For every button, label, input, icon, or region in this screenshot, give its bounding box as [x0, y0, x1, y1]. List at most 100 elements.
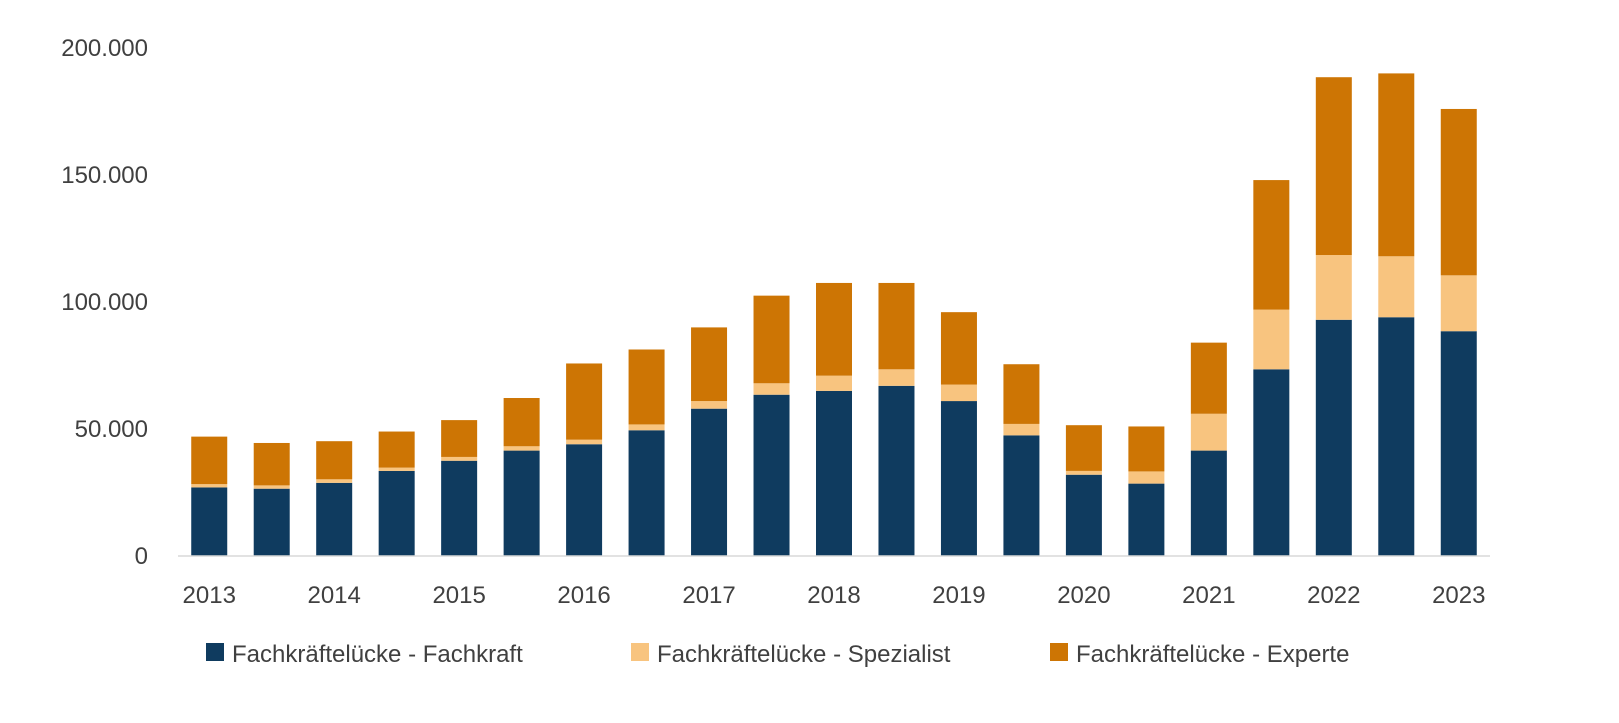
- bar-segment-spezialist: [628, 424, 665, 431]
- bar-segment-spezialist: [816, 375, 852, 391]
- bar-segment-experte: [628, 349, 665, 425]
- bar-segment-experte: [1065, 425, 1102, 471]
- bar-segment-fachkraft: [191, 487, 228, 556]
- bar-segment-experte: [878, 282, 915, 370]
- x-tick-label: 2013: [183, 582, 236, 609]
- y-tick-label: 150.000: [61, 162, 148, 189]
- bar-segment-fachkraft: [441, 460, 478, 556]
- bar-segment-fachkraft: [878, 385, 915, 556]
- bar-stack: [1003, 364, 1040, 556]
- bars: [191, 73, 1477, 556]
- bar-segment-fachkraft: [1128, 483, 1165, 556]
- legend-label-fachkraft: Fachkräftelücke - Fachkraft: [232, 641, 523, 668]
- bar-stack: [566, 363, 603, 556]
- y-tick-label: 50.000: [75, 416, 148, 443]
- bar-segment-experte: [691, 327, 728, 402]
- x-tick-label: 2015: [432, 582, 485, 609]
- bar-stack: [753, 295, 790, 556]
- bar-segment-spezialist: [378, 467, 415, 471]
- bar-segment-fachkraft: [940, 401, 977, 556]
- bar-segment-experte: [753, 295, 790, 384]
- y-tick-label: 200.000: [61, 35, 148, 62]
- bar-segment-fachkraft: [566, 444, 603, 556]
- bar-stack: [1065, 425, 1102, 556]
- bar-segment-experte: [503, 398, 540, 447]
- bar-segment-spezialist: [1003, 423, 1040, 436]
- legend-item-experte: Fachkräftelücke - Experte: [1050, 641, 1349, 668]
- bar-segment-experte: [1253, 180, 1290, 310]
- bar-segment-experte: [1378, 73, 1415, 257]
- x-axis-tick-labels: 2013 2014 2015 2016 2017 2018 2019 2020 2021 2022…: [183, 582, 1486, 609]
- bar-segment-spezialist: [878, 369, 915, 386]
- bar-segment-spezialist: [1253, 309, 1290, 370]
- bar-segment-experte: [566, 363, 603, 440]
- bar-segment-fachkraft: [816, 390, 852, 556]
- x-tick-label: 2020: [1057, 582, 1110, 609]
- bar-segment-experte: [816, 282, 852, 376]
- bar-segment-spezialist: [1128, 471, 1165, 484]
- bar-stack: [1128, 426, 1165, 556]
- legend: Fachkräftelücke - Fachkraft Fachkräftelü…: [206, 641, 1349, 668]
- bar-segment-spezialist: [191, 484, 228, 488]
- legend-item-fachkraft: Fachkräftelücke - Fachkraft: [206, 641, 523, 668]
- bar-stack: [378, 431, 415, 556]
- bar-stack: [191, 436, 228, 556]
- x-tick-label: 2021: [1182, 582, 1235, 609]
- bar-segment-spezialist: [940, 384, 977, 402]
- bar-stack: [878, 282, 915, 556]
- bar-stack: [940, 312, 977, 556]
- x-tick-label: 2023: [1432, 582, 1485, 609]
- legend-swatch-spezialist: [631, 643, 649, 661]
- legend-label-experte: Fachkräftelücke - Experte: [1076, 641, 1349, 668]
- bar-segment-experte: [1315, 77, 1352, 256]
- bar-stack: [1378, 73, 1415, 556]
- bar-stack: [1190, 342, 1227, 556]
- bar-segment-fachkraft: [1253, 369, 1290, 556]
- bar-segment-fachkraft: [628, 430, 665, 556]
- bar-segment-fachkraft: [1378, 317, 1415, 556]
- x-tick-label: 2014: [307, 582, 360, 609]
- bar-segment-spezialist: [566, 439, 603, 445]
- bar-segment-fachkraft: [691, 408, 728, 556]
- bar-segment-spezialist: [1065, 470, 1102, 475]
- bar-stack: [816, 282, 852, 556]
- bar-segment-fachkraft: [1190, 450, 1227, 556]
- legend-swatch-experte: [1050, 643, 1068, 661]
- bar-segment-fachkraft: [753, 394, 790, 556]
- bar-segment-spezialist: [691, 401, 728, 409]
- y-axis-tick-labels: 0 50.000 100.000 150.000 200.000: [61, 35, 148, 570]
- bar-segment-spezialist: [1315, 255, 1352, 320]
- bar-segment-fachkraft: [316, 482, 353, 556]
- bar-stack: [628, 349, 665, 556]
- bar-segment-spezialist: [753, 383, 790, 395]
- x-tick-label: 2018: [807, 582, 860, 609]
- legend-label-spezialist: Fachkräftelücke - Spezialist: [657, 641, 951, 668]
- bar-stack: [503, 398, 540, 556]
- bar-segment-spezialist: [1190, 413, 1227, 451]
- bar-segment-experte: [253, 442, 290, 486]
- bar-segment-fachkraft: [1440, 331, 1477, 556]
- bar-segment-fachkraft: [1003, 435, 1040, 556]
- bar-segment-experte: [316, 441, 353, 480]
- bar-segment-spezialist: [1378, 256, 1415, 318]
- x-tick-label: 2017: [682, 582, 735, 609]
- y-tick-label: 0: [135, 543, 148, 570]
- legend-swatch-fachkraft: [206, 643, 224, 661]
- bar-segment-fachkraft: [1315, 319, 1352, 556]
- bar-segment-experte: [940, 312, 977, 385]
- x-tick-label: 2019: [932, 582, 985, 609]
- legend-item-spezialist: Fachkräftelücke - Spezialist: [631, 641, 951, 668]
- bar-stack: [1253, 180, 1290, 556]
- bar-segment-spezialist: [1440, 275, 1477, 332]
- bar-segment-spezialist: [316, 479, 353, 483]
- bar-segment-spezialist: [503, 446, 540, 451]
- bar-segment-experte: [1440, 108, 1477, 276]
- bar-stack: [1315, 77, 1352, 556]
- bar-segment-spezialist: [253, 485, 290, 489]
- bar-segment-experte: [191, 436, 228, 485]
- y-tick-label: 100.000: [61, 289, 148, 316]
- bar-stack: [1440, 108, 1477, 556]
- bar-segment-experte: [1190, 342, 1227, 414]
- bar-segment-fachkraft: [378, 470, 415, 556]
